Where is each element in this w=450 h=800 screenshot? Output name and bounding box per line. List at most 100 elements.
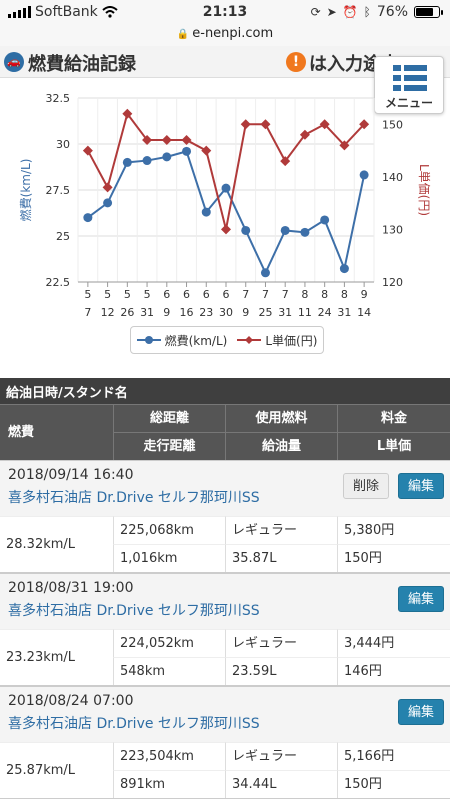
efficiency-point bbox=[339, 264, 349, 274]
record-summary: 2018/08/24 07:00 喜多村石油店 Dr.Drive セルフ那珂川S… bbox=[0, 686, 450, 742]
legend-unit-price-label: L単価(円) bbox=[265, 333, 318, 348]
header-datetime-station: 給油日時/スタンド名 bbox=[0, 378, 450, 404]
efficiency-point bbox=[260, 268, 270, 278]
status-time: 21:13 bbox=[202, 4, 248, 20]
battery-percent: 76% bbox=[376, 4, 408, 20]
x-tick-month: 5 bbox=[84, 288, 91, 301]
record-unit-price: 150円 bbox=[337, 544, 450, 572]
efficiency-point bbox=[300, 227, 310, 237]
legend-efficiency-marker bbox=[136, 336, 161, 344]
unit-price-point bbox=[240, 119, 251, 130]
record-price: 5,380円 bbox=[337, 516, 450, 544]
x-tick-month: 7 bbox=[262, 288, 269, 301]
carrier-name: SoftBank bbox=[35, 4, 98, 20]
chart-legend: 燃費(km/L) L単価(円) bbox=[130, 326, 324, 354]
record-datetime: 2018/09/14 16:40 bbox=[8, 467, 134, 483]
record-efficiency: 28.32km/L bbox=[0, 516, 113, 572]
y-tick-left: 25 bbox=[56, 230, 70, 243]
header-efficiency: 燃費 bbox=[0, 404, 113, 460]
battery-icon bbox=[414, 6, 443, 18]
efficiency-point bbox=[201, 207, 211, 217]
alarm-icon: ⏰ bbox=[342, 5, 358, 19]
edit-button[interactable]: 編集 bbox=[398, 586, 444, 612]
header-trip-distance: 走行距離 bbox=[113, 432, 225, 460]
menu-button[interactable]: メニュー bbox=[374, 56, 444, 114]
legend-item-efficiency[interactable]: 燃費(km/L) bbox=[136, 332, 228, 349]
y-tick-right: 150 bbox=[382, 118, 403, 131]
fuel-chart-svg: 32.53027.52522.5150140130120575125265316… bbox=[18, 92, 431, 319]
efficiency-point bbox=[221, 183, 231, 193]
series-line-1 bbox=[86, 111, 365, 230]
table-header: 給油日時/スタンド名 燃費 総距離 使用燃料 料金 走行距離 給油量 L単価 bbox=[0, 378, 450, 460]
legend-item-unit-price[interactable]: L単価(円) bbox=[237, 332, 317, 349]
menu-icon bbox=[393, 65, 427, 91]
record-datetime: 2018/08/24 07:00 bbox=[8, 693, 134, 709]
record-trip-distance: 1,016km bbox=[113, 544, 225, 572]
x-tick-day: 31 bbox=[337, 306, 351, 319]
lock-icon: 🔒 bbox=[176, 29, 190, 40]
efficiency-point bbox=[359, 170, 369, 180]
record-summary: 2018/08/31 19:00 喜多村石油店 Dr.Drive セルフ那珂川S… bbox=[0, 573, 450, 629]
edit-button[interactable]: 編集 bbox=[398, 473, 444, 499]
unit-price-point bbox=[142, 135, 153, 146]
record-amount: 23.59L bbox=[225, 657, 337, 685]
car-icon: 🚗 bbox=[4, 52, 24, 72]
page-title: 燃費給油記録 bbox=[28, 54, 136, 75]
x-tick-day: 7 bbox=[84, 306, 91, 319]
unit-price-point bbox=[181, 135, 192, 146]
x-tick-day: 23 bbox=[199, 306, 213, 319]
unit-price-point bbox=[319, 119, 330, 130]
record-fuel-type: レギュラー bbox=[225, 742, 337, 770]
delete-button[interactable]: 削除 bbox=[343, 473, 389, 499]
efficiency-point bbox=[142, 156, 152, 166]
unit-price-point bbox=[201, 145, 212, 156]
url-bar[interactable]: 🔒 e-nenpi.com bbox=[0, 26, 450, 46]
record-station-link[interactable]: 喜多村石油店 Dr.Drive セルフ那珂川SS bbox=[8, 716, 260, 732]
x-tick-day: 12 bbox=[101, 306, 115, 319]
wifi-icon bbox=[102, 6, 118, 18]
efficiency-point bbox=[280, 225, 290, 235]
url-text: e-nenpi.com bbox=[192, 26, 274, 41]
x-tick-day: 31 bbox=[278, 306, 292, 319]
location-icon: ➤ bbox=[326, 5, 337, 19]
header-unit-price: L単価 bbox=[337, 432, 450, 460]
efficiency-point bbox=[241, 225, 251, 235]
edit-button[interactable]: 編集 bbox=[398, 699, 444, 725]
legend-efficiency-label: 燃費(km/L) bbox=[164, 333, 228, 348]
status-right: ⟳ ➤ ⏰ ᛒ 76% bbox=[311, 4, 443, 20]
x-tick-day: 9 bbox=[242, 306, 249, 319]
header-grid: 燃費 総距離 使用燃料 料金 走行距離 給油量 L単価 bbox=[0, 404, 450, 460]
record-station-link[interactable]: 喜多村石油店 Dr.Drive セルフ那珂川SS bbox=[8, 603, 260, 619]
info-icon[interactable]: ! bbox=[286, 52, 306, 72]
record-total-distance: 224,052km bbox=[113, 629, 225, 657]
record-details: 23.23km/L 224,052km レギュラー 3,444円 548km 2… bbox=[0, 629, 450, 685]
x-tick-month: 7 bbox=[242, 288, 249, 301]
unit-price-point bbox=[299, 129, 310, 140]
y-axis-label-right: L単価(円) bbox=[417, 164, 431, 216]
x-tick-month: 6 bbox=[183, 288, 190, 301]
battery-fill bbox=[416, 8, 433, 16]
record-details: 25.87km/L 223,504km レギュラー 5,166円 891km 3… bbox=[0, 742, 450, 798]
x-tick-month: 5 bbox=[104, 288, 111, 301]
record-price: 3,444円 bbox=[337, 629, 450, 657]
unit-price-point bbox=[359, 119, 370, 130]
x-tick-month: 6 bbox=[223, 288, 230, 301]
record-trip-distance: 891km bbox=[113, 770, 225, 798]
record-efficiency: 25.87km/L bbox=[0, 742, 113, 798]
x-tick-month: 5 bbox=[124, 288, 131, 301]
y-tick-left: 22.5 bbox=[46, 276, 71, 289]
record-fuel-type: レギュラー bbox=[225, 629, 337, 657]
record-total-distance: 225,068km bbox=[113, 516, 225, 544]
menu-label: メニュー bbox=[384, 96, 433, 110]
x-tick-month: 8 bbox=[301, 288, 308, 301]
x-tick-month: 7 bbox=[282, 288, 289, 301]
x-tick-month: 9 bbox=[361, 288, 368, 301]
x-tick-day: 16 bbox=[180, 306, 194, 319]
efficiency-point bbox=[182, 146, 192, 156]
record-station-link[interactable]: 喜多村石油店 Dr.Drive セルフ那珂川SS bbox=[8, 490, 260, 506]
status-bar: SoftBank 21:13 ⟳ ➤ ⏰ ᛒ 76% bbox=[0, 0, 450, 26]
record-trip-distance: 548km bbox=[113, 657, 225, 685]
record-amount: 35.87L bbox=[225, 544, 337, 572]
signal-icon bbox=[8, 6, 31, 18]
unit-price-point bbox=[82, 145, 93, 156]
